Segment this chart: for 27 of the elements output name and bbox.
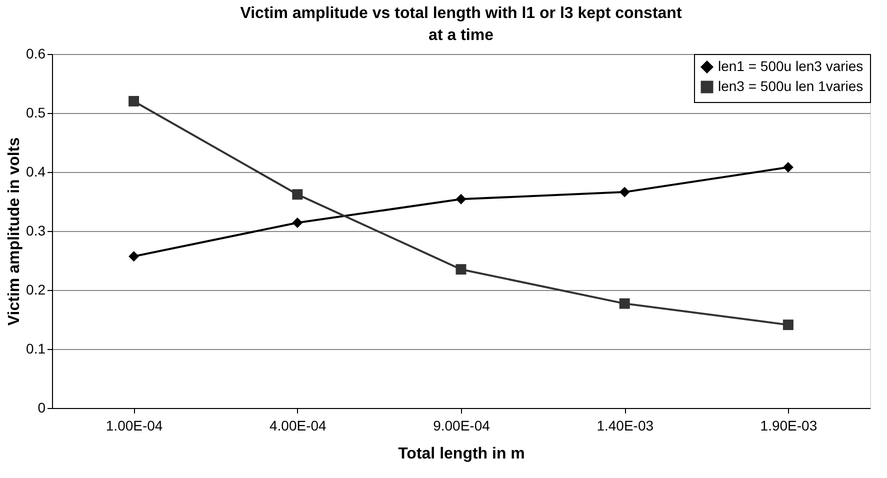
point: [456, 264, 466, 275]
y-tick-label: 0.6: [26, 46, 46, 62]
point: [292, 189, 303, 200]
y-tick-label: 0.5: [26, 104, 46, 120]
y-tick-label: 0.2: [26, 282, 46, 298]
y-axis-title: Victim amplitude in volts: [6, 137, 24, 326]
y-tick-label: 0.3: [26, 222, 46, 238]
x-tick-label: 4.00E-04: [269, 418, 327, 434]
x-tick-label: 1.40E-03: [596, 418, 654, 434]
point: [782, 162, 794, 173]
x-axis-title: Total length in m: [398, 446, 525, 462]
point: [292, 217, 303, 228]
point: [782, 320, 794, 330]
x-tick-label: 1.00E-04: [106, 418, 163, 434]
y-tick-label: 0.4: [26, 164, 46, 180]
y-tick-label: 0: [38, 400, 46, 416]
x-tick-label: 9.00E-04: [433, 418, 490, 434]
point: [619, 186, 630, 198]
legend-label: len1 = 500u len3 varies: [718, 58, 864, 74]
chart-title: Victim amplitude vs total length with l1 or l3 kept constant at a time: [240, 5, 682, 44]
point: [619, 298, 630, 309]
point: [128, 96, 140, 106]
legend-label: len3 = 500u len 1varies: [718, 78, 864, 94]
point: [128, 251, 140, 262]
x-tick-label: 1.90E-03: [760, 418, 818, 434]
y-tick-label: 0.1: [26, 340, 46, 356]
point: [456, 194, 466, 204]
